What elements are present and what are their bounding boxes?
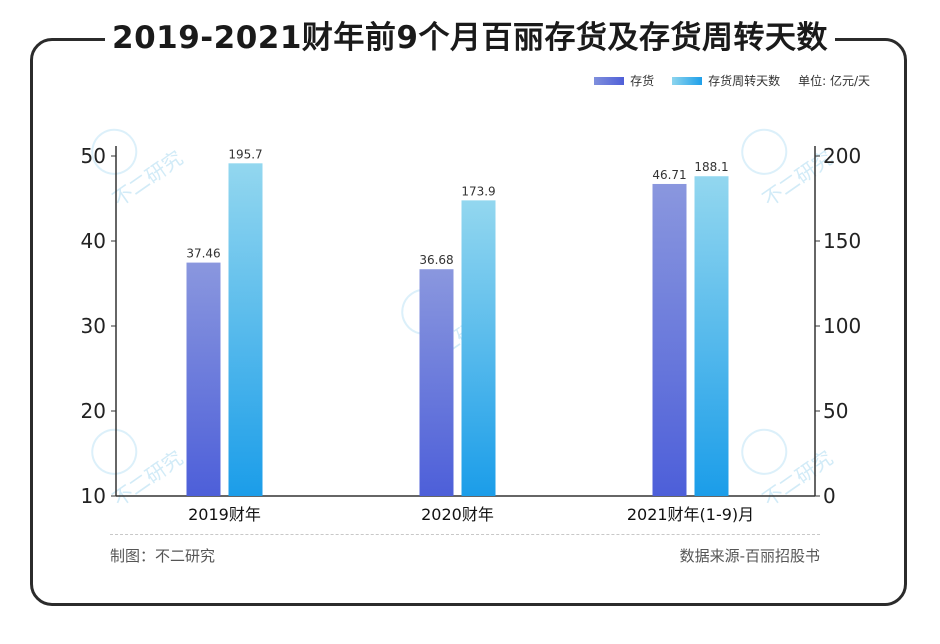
- right-tick-label: 200: [823, 144, 861, 168]
- right-tick-label: 100: [823, 314, 861, 338]
- data-label-inventory: 36.68: [419, 253, 453, 267]
- left-tick-label: 30: [81, 314, 106, 338]
- left-tick-label: 50: [81, 144, 106, 168]
- left-tick-label: 20: [81, 399, 106, 423]
- chart-title: 2019-2021财年前9个月百丽存货及存货周转天数: [105, 13, 835, 63]
- labels: 37.46 195.7 2019财年 36.68 173.9 2020财年 46.71 188…: [186, 147, 754, 524]
- legend-swatch-turnover: [672, 76, 703, 85]
- data-label-inventory: 37.46: [186, 247, 220, 261]
- watermark-circle: [741, 428, 788, 475]
- watermark-logo: 不二研究: [741, 128, 837, 211]
- watermark-text: 不二研究: [108, 146, 187, 212]
- bar-turnover: [228, 163, 263, 496]
- watermark-text: 不二研究: [108, 446, 187, 512]
- footer-source: 数据来源-百丽招股书: [679, 547, 820, 565]
- bar-inventory: [186, 262, 221, 496]
- bar-turnover: [694, 176, 729, 497]
- legend-unit: 单位: 亿元/天: [798, 72, 870, 89]
- right-tick-label: 150: [823, 229, 861, 253]
- bar-turnover: [461, 200, 496, 496]
- footer-author: 制图：不二研究: [110, 547, 216, 565]
- right-tick-label: 50: [823, 399, 848, 423]
- watermark-circle: [741, 128, 788, 175]
- category-label: 2021财年(1-9)月: [627, 505, 754, 524]
- right-tick-label: 0: [823, 484, 836, 508]
- data-label-turnover: 195.7: [228, 147, 262, 161]
- category-label: 2019财年: [188, 505, 261, 524]
- bars: [186, 163, 729, 497]
- unit-label: 单位: 亿元/天: [798, 74, 870, 88]
- data-label-inventory: 46.71: [652, 168, 686, 182]
- category-label: 2020财年: [421, 505, 494, 524]
- legend-swatch-inventory: [594, 76, 625, 85]
- legend-item-turnover: 存货周转天数: [672, 72, 780, 89]
- legend-label-inventory: 存货: [630, 74, 655, 88]
- bar-inventory: [419, 269, 454, 496]
- left-tick-label: 40: [81, 229, 106, 253]
- data-label-turnover: 188.1: [694, 160, 728, 174]
- watermark-logo: 不二研究: [741, 428, 837, 511]
- legend-label-turnover: 存货周转天数: [708, 74, 781, 88]
- watermark-circle: [91, 428, 138, 475]
- legend: 存货 存货周转天数 单位: 亿元/天: [594, 72, 870, 89]
- footer-divider: [110, 534, 820, 535]
- left-tick-label: 10: [81, 484, 106, 508]
- bar-inventory: [652, 183, 687, 496]
- legend-item-inventory: 存货: [594, 72, 654, 89]
- watermark-circle: [91, 128, 138, 175]
- data-label-turnover: 173.9: [461, 184, 495, 198]
